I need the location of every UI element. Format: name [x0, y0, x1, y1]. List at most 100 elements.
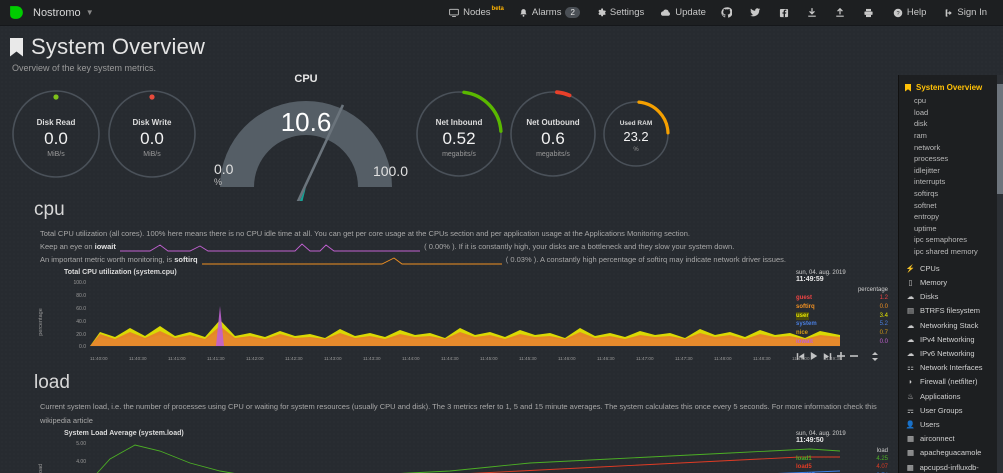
- nav-item-print[interactable]: [856, 0, 885, 26]
- page-header: System Overview Overview of the key syst…: [0, 26, 1003, 75]
- sidebar-scrollbar[interactable]: [997, 75, 1003, 473]
- reset-icon[interactable]: [871, 351, 879, 361]
- play-icon[interactable]: [810, 352, 818, 360]
- sidebar-item-ipc-semaphores[interactable]: ipc semaphores: [914, 235, 967, 245]
- hostname-label[interactable]: Nostromo: [33, 6, 81, 19]
- load-legend-date: sun, 04. aug. 2019: [796, 430, 846, 437]
- nav-item-alarms[interactable]: Alarms 2: [511, 0, 588, 26]
- sidebar-item-uptime[interactable]: uptime: [914, 223, 937, 233]
- gauge-used-ram[interactable]: Used RAM 23.2 %: [600, 98, 672, 170]
- top-navigation-bar: Nostromo ▼ Nodes beta Alarms 2 Settings: [0, 0, 1003, 26]
- cpu-legend-date: sun, 04. aug. 2019: [796, 270, 846, 277]
- sidebar-item-processes[interactable]: processes: [914, 154, 949, 164]
- sidebar-item-network[interactable]: network: [914, 142, 941, 152]
- sidebar-item-network-interfaces[interactable]: ⚏ Network Interfaces: [899, 361, 1003, 375]
- nav-item-github[interactable]: [714, 0, 743, 26]
- nav-item-twitter[interactable]: [743, 0, 772, 26]
- gauge-disk-write-units: MiB/s: [143, 151, 161, 159]
- step-forward-icon[interactable]: [823, 352, 832, 360]
- cpu-desc-line-2: Keep an eye on iowait ( 0.00% ). If it i…: [40, 240, 888, 253]
- sidebar-item-ipv4-networking[interactable]: ☁ IPv4 Networking: [899, 332, 1003, 346]
- gauge-cpu[interactable]: CPU 10.6 0.0 % 100.0: [200, 73, 412, 201]
- bookmark-icon: [905, 83, 911, 92]
- chevron-down-icon[interactable]: ▼: [85, 8, 94, 17]
- sidebar-item-disks[interactable]: ☁ Disks: [899, 290, 1003, 304]
- iowait-sparkline[interactable]: [120, 243, 420, 252]
- sidebar-item-entropy[interactable]: entropy: [914, 212, 940, 222]
- softirq-sparkline[interactable]: [201, 256, 502, 265]
- legend-row[interactable]: nice 0.7: [796, 329, 888, 338]
- nav-item-update[interactable]: Update: [652, 0, 714, 26]
- body-wrapper: Disk Read 0.0 MiB/s Disk Write 0.0 MiB/s…: [0, 73, 1003, 473]
- load-legend-time: 11:49:50: [796, 436, 824, 444]
- legend-row[interactable]: guest 1.2: [796, 294, 888, 303]
- sidebar-item-user-groups[interactable]: ⚎ User Groups: [899, 403, 1003, 417]
- sidebar-item-network-interfaces-label: Network Interfaces: [920, 363, 983, 373]
- nav-item-import[interactable]: [800, 0, 828, 26]
- chart-system-load[interactable]: System Load Average (system.load) 5.00 4…: [38, 430, 888, 473]
- nav-item-export[interactable]: [828, 0, 856, 26]
- nav-item-settings[interactable]: Settings: [588, 0, 652, 26]
- sidebar-item-cpu[interactable]: cpu: [914, 96, 927, 106]
- nav-item-facebook[interactable]: [772, 0, 800, 26]
- nodes-beta-badge: beta: [491, 5, 504, 12]
- load-legend-value-load5: 4.07: [876, 464, 888, 471]
- sidebar-item-load[interactable]: load: [914, 107, 929, 117]
- section-load-description: Current system load, i.e. the number of …: [40, 402, 877, 425]
- cpu-desc-2-paren: (: [424, 242, 427, 252]
- sidebar-item-cpus[interactable]: ⚡ CPUs: [899, 261, 1003, 275]
- sidebar-item-users-label: Users: [920, 419, 940, 429]
- load-legend-unit: load: [876, 447, 888, 454]
- sidebar-item-ipc-shared-memory[interactable]: ipc shared memory: [914, 247, 978, 257]
- legend-row[interactable]: softirq 0.0: [796, 303, 888, 312]
- sidebar-item-applications[interactable]: ♨ Applications: [899, 389, 1003, 403]
- sidebar-item-cpus-label: CPUs: [920, 263, 940, 273]
- legend-row[interactable]: load1 4.25: [796, 455, 888, 464]
- svg-text:80.0: 80.0: [76, 293, 86, 299]
- sidebar-item-apcupsd-label: apcupsd-influxdb-exporter: [919, 462, 979, 473]
- sidebar-item-disk[interactable]: disk: [914, 119, 928, 129]
- gauge-disk-write[interactable]: Disk Write 0.0 MiB/s: [104, 86, 200, 182]
- zoom-out-icon[interactable]: [850, 352, 858, 360]
- sidebar-item-networking-stack[interactable]: ☁ Networking Stack: [899, 318, 1003, 332]
- nav-item-signin[interactable]: Sign In: [934, 0, 995, 26]
- sidebar-item-btrfs-filesystem[interactable]: ▤ BTRFS filesystem: [899, 304, 1003, 318]
- nav-item-signin-label: Sign In: [957, 7, 987, 18]
- legend-row[interactable]: load5 4.07: [796, 463, 888, 472]
- right-sidebar[interactable]: System Overview cpu load disk ram networ…: [898, 75, 1003, 473]
- netdata-logo-icon[interactable]: [8, 4, 25, 21]
- gauge-net-outbound[interactable]: Net Outbound 0.6 megabits/s: [506, 87, 600, 181]
- legend-row[interactable]: iowait 0.0: [796, 338, 888, 347]
- help-icon: ?: [893, 8, 903, 17]
- zoom-in-icon[interactable]: [837, 352, 845, 360]
- legend-row[interactable]: user 3.4: [796, 311, 888, 321]
- cloud-icon: ☁: [906, 320, 915, 330]
- sidebar-item-interrupts[interactable]: interrupts: [914, 177, 946, 187]
- sidebar-item-idlejitter[interactable]: idlejitter: [914, 165, 940, 175]
- sidebar-item-firewall[interactable]: ◗ Firewall (netfilter): [899, 375, 1003, 389]
- gauge-cpu-title: CPU: [294, 73, 318, 85]
- gauge-net-inbound[interactable]: Net Inbound 0.52 megabits/s: [412, 87, 506, 181]
- gauge-disk-read[interactable]: Disk Read 0.0 MiB/s: [8, 86, 104, 182]
- svg-text:60.0: 60.0: [76, 306, 86, 312]
- sidebar-item-users[interactable]: 👤 Users: [899, 417, 1003, 431]
- sidebar-item-apcupsd-influxdb-exporter[interactable]: ▦ apcupsd-influxdb-exporter: [899, 460, 1003, 473]
- sidebar-item-softnet[interactable]: softnet: [914, 200, 937, 210]
- sidebar-head-system-overview[interactable]: System Overview: [899, 82, 1003, 95]
- sidebar-item-airconnect[interactable]: ▦ airconnect: [899, 432, 1003, 446]
- gauge-disk-write-label: Disk Write: [132, 117, 172, 127]
- step-backward-icon[interactable]: [796, 352, 805, 360]
- sidebar-item-ram[interactable]: ram: [914, 131, 927, 141]
- legend-row[interactable]: system 5.2: [796, 320, 888, 329]
- chart-system-cpu[interactable]: Total CPU utilization (system.cpu) 100.0…: [38, 269, 888, 366]
- sidebar-item-memory[interactable]: ▯ Memory: [899, 276, 1003, 290]
- sidebar-item-softirqs[interactable]: softirqs: [914, 189, 939, 199]
- monitor-icon: [449, 8, 459, 17]
- sidebar-item-ipv6-networking[interactable]: ☁ IPv6 Networking: [899, 346, 1003, 360]
- sidebar-scrollbar-thumb[interactable]: [997, 83, 1003, 195]
- sidebar-item-apacheguacamole[interactable]: ▦ apacheguacamole: [899, 446, 1003, 460]
- nav-item-nodes[interactable]: Nodes beta: [441, 0, 511, 26]
- cpu-desc-line-1: Total CPU utilization (all cores). 100% …: [40, 229, 690, 238]
- nav-item-help[interactable]: ? Help: [885, 0, 935, 26]
- cpu-legend-value-system: 5.2: [879, 321, 888, 328]
